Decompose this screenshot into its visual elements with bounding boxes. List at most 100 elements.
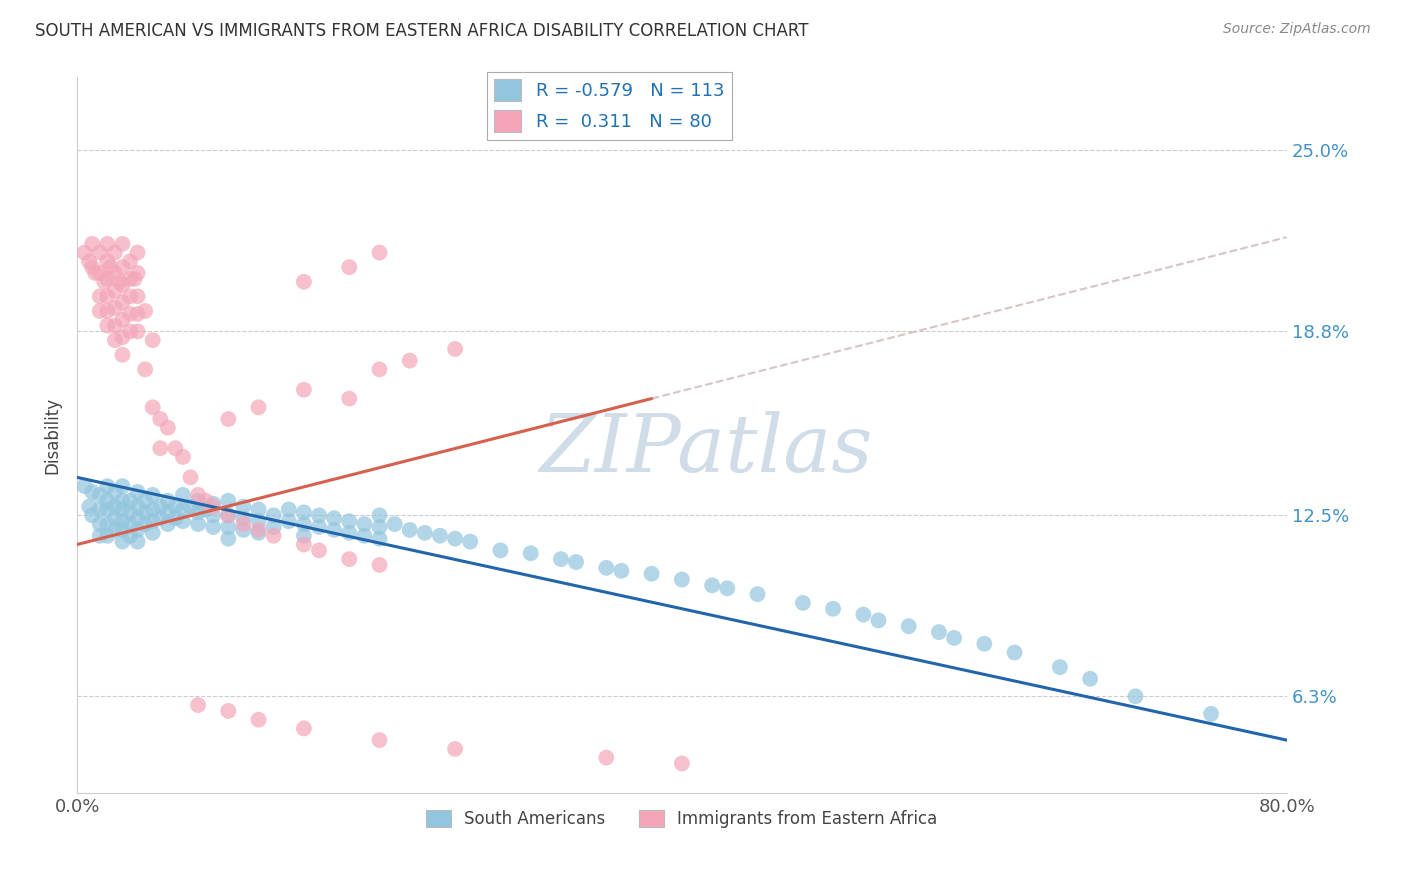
Point [323,511,346,525]
Point [89,289,111,303]
Point [142,525,165,540]
Point [368,508,391,523]
Point [156,421,179,435]
Point [1199,706,1222,721]
Point [337,552,360,566]
Point [444,342,467,356]
Point [96,493,118,508]
Point [595,561,617,575]
Point [202,520,225,534]
Point [118,289,141,303]
Point [111,330,134,344]
Point [384,517,406,532]
Point [149,412,172,426]
Point [96,529,118,543]
Point [96,318,118,333]
Point [292,517,315,532]
Point [202,497,225,511]
Point [165,511,187,525]
Point [292,383,315,397]
Point [127,289,149,303]
Point [852,607,875,622]
Point [104,333,127,347]
Point [111,260,134,275]
Point [104,266,127,280]
Text: Source: ZipAtlas.com: Source: ZipAtlas.com [1223,22,1371,37]
Point [943,631,966,645]
Point [792,596,814,610]
Point [127,245,149,260]
Point [368,558,391,572]
Point [111,348,134,362]
Point [263,508,285,523]
Point [489,543,512,558]
Point [1004,646,1026,660]
Point [149,441,172,455]
Point [89,529,111,543]
Point [89,488,111,502]
Point [671,756,693,771]
Point [458,534,481,549]
Point [89,245,111,260]
Point [247,525,270,540]
Point [292,275,315,289]
Point [277,502,299,516]
Point [82,508,104,523]
Point [247,523,270,537]
Point [96,502,118,516]
Point [165,500,187,514]
Point [111,493,134,508]
Point [82,485,104,500]
Point [127,511,149,525]
Point [187,493,209,508]
Point [77,500,100,514]
Point [98,260,121,275]
Point [444,742,467,756]
Point [610,564,633,578]
Point [292,537,315,551]
Point [232,500,254,514]
Point [118,505,141,519]
Point [108,275,131,289]
Point [263,529,285,543]
Point [111,534,134,549]
Point [104,301,127,315]
Point [232,517,254,532]
Point [187,505,209,519]
Point [247,502,270,516]
Point [118,529,141,543]
Point [1049,660,1071,674]
Point [111,295,134,310]
Point [868,614,890,628]
Point [353,517,375,532]
Point [104,245,127,260]
Point [134,304,156,318]
Point [142,488,165,502]
Point [127,266,149,280]
Point [337,514,360,528]
Point [413,525,436,540]
Point [202,508,225,523]
Point [156,517,179,532]
Point [337,392,360,406]
Point [96,289,118,303]
Point [1078,672,1101,686]
Point [127,307,149,321]
Point [194,493,217,508]
Point [124,272,146,286]
Point [671,573,693,587]
Point [194,502,217,516]
Point [172,488,194,502]
Text: SOUTH AMERICAN VS IMMIGRANTS FROM EASTERN AFRICA DISABILITY CORRELATION CHART: SOUTH AMERICAN VS IMMIGRANTS FROM EASTER… [35,22,808,40]
Point [118,272,141,286]
Point [118,325,141,339]
Point [277,514,299,528]
Point [84,266,107,280]
Point [89,304,111,318]
Point [127,534,149,549]
Point [127,485,149,500]
Point [82,236,104,251]
Point [368,362,391,376]
Point [217,704,239,718]
Point [702,578,724,592]
